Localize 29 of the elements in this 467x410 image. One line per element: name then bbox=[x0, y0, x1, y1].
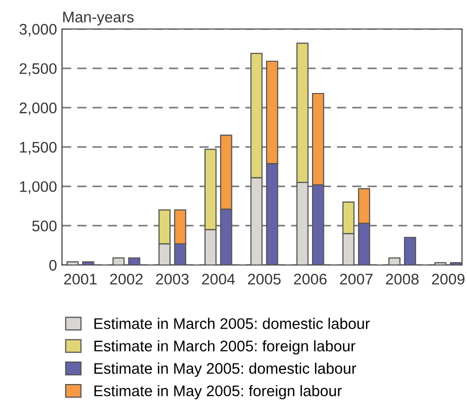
x-tick-label: 2005 bbox=[248, 274, 281, 285]
legend-label: Estimate in March 2005: domestic labour bbox=[94, 318, 370, 330]
bar bbox=[434, 262, 446, 265]
x-tick-label: 2009 bbox=[432, 274, 464, 285]
y-tick-label: 2,000 bbox=[20, 102, 57, 116]
x-tick-label: 2008 bbox=[386, 274, 419, 285]
legend-label: Estimate in May 2005: foreign labour bbox=[94, 385, 342, 400]
y-axis-title: Man-years bbox=[63, 12, 134, 26]
legend-label: Estimate in May 2005: domestic labour bbox=[94, 362, 356, 377]
y-tick-label: 1,000 bbox=[20, 181, 57, 194]
x-tick-label: 2007 bbox=[340, 274, 372, 285]
bar bbox=[66, 261, 79, 265]
y-tick-label: 3,000 bbox=[19, 24, 57, 36]
x-tick-label: 2002 bbox=[110, 274, 143, 285]
y-tick-label: 1,500 bbox=[20, 142, 57, 154]
bar bbox=[112, 257, 125, 265]
x-tick-label: 2004 bbox=[202, 274, 235, 285]
bar bbox=[128, 257, 140, 265]
legend-label: Estimate in March 2005: foreign labour bbox=[94, 340, 356, 354]
y-tick-label: 2,500 bbox=[20, 63, 57, 76]
x-tick-label: 2006 bbox=[294, 274, 327, 285]
bar bbox=[404, 236, 416, 265]
bar bbox=[82, 261, 94, 265]
y-tick-label: 0 bbox=[49, 260, 57, 271]
bar bbox=[388, 257, 400, 265]
x-tick-label: 2001 bbox=[64, 274, 97, 285]
y-tick-label: 500 bbox=[32, 220, 57, 232]
bar bbox=[450, 262, 462, 265]
x-tick-label: 2003 bbox=[156, 274, 189, 285]
